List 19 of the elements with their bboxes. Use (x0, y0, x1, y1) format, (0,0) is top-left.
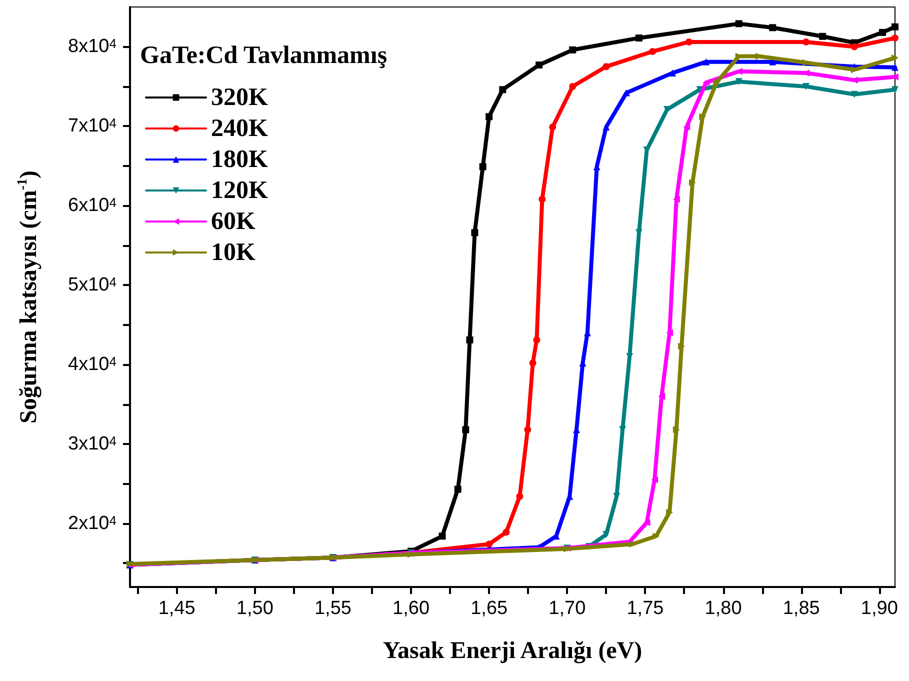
x-tick-label: 1,65 (470, 598, 508, 619)
x-tick-label: 1,80 (704, 598, 742, 619)
y-axis-title: Soğurma katsayısı (cm-1) (16, 170, 42, 424)
legend-label: 120K (211, 177, 268, 204)
x-axis-title: Yasak Enerji Aralığı (eV) (382, 638, 642, 664)
legend-label: 60K (211, 208, 256, 235)
legend-label: 10K (211, 239, 256, 266)
x-tick-label: 1,60 (392, 598, 430, 619)
legend-title: GaTe:Cd Tavlanmamış (140, 42, 388, 69)
x-tick-label: 1,75 (626, 598, 664, 619)
x-tick-label: 1,50 (236, 598, 274, 619)
x-tick-label: 1,70 (548, 598, 586, 619)
legend-label: 320K (211, 84, 268, 111)
x-tick-label: 1,55 (314, 598, 352, 619)
x-tick-label: 1,45 (158, 598, 196, 619)
legend-label: 180K (211, 146, 268, 173)
x-tick-label: 1,85 (782, 598, 820, 619)
legend-label: 240K (211, 115, 268, 142)
x-tick-label: 1,90 (860, 598, 898, 619)
